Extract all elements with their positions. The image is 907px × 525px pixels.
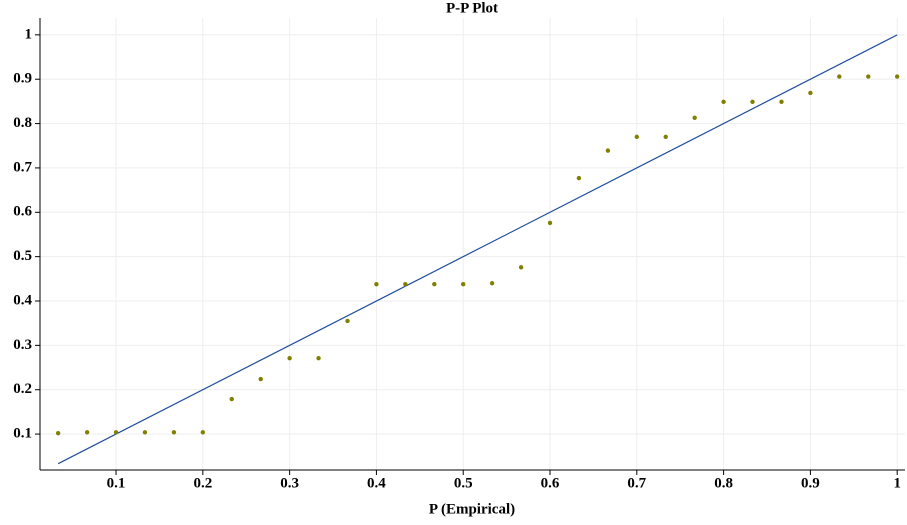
chart-title: P-P Plot: [446, 0, 498, 16]
x-tick-label: 0.5: [454, 475, 473, 491]
data-point: [750, 99, 755, 105]
data-point: [258, 376, 263, 382]
data-point: [837, 74, 842, 79]
data-point: [721, 99, 726, 105]
x-tick-label: 0.7: [627, 475, 646, 491]
y-tick-label: 0.3: [13, 337, 32, 353]
data-point: [171, 430, 177, 435]
y-tick-label: 0.5: [13, 248, 32, 264]
data-point: [84, 430, 90, 435]
data-point: [894, 74, 900, 79]
data-point: [692, 115, 697, 121]
data-point: [663, 134, 668, 140]
data-point: [345, 318, 350, 324]
data-point: [634, 134, 640, 140]
data-point: [547, 220, 553, 226]
data-point: [55, 430, 61, 436]
y-tick-label: 0.7: [13, 159, 32, 175]
data-point: [576, 175, 582, 181]
x-axis-label: P (Empirical): [429, 501, 515, 517]
y-tick-label: 1: [25, 26, 33, 42]
data-point: [432, 281, 437, 287]
data-point: [316, 356, 321, 361]
x-tick-label: 0.8: [714, 475, 733, 491]
y-tick-label: 0.1: [13, 426, 32, 442]
data-point: [461, 281, 466, 287]
x-tick-label: 0.6: [541, 475, 560, 491]
data-point: [142, 430, 148, 435]
data-point: [287, 356, 292, 361]
reference-line: [57, 34, 898, 465]
data-point: [518, 265, 524, 270]
data-point: [605, 148, 611, 153]
data-point: [779, 99, 784, 105]
x-tick-label: 0.9: [801, 475, 820, 491]
x-tick-label: 0.1: [107, 475, 126, 491]
y-tick-label: 0.2: [13, 381, 32, 397]
x-tick-label: 0.3: [280, 475, 299, 491]
y-tick-label: 0.6: [13, 204, 32, 220]
data-point: [403, 281, 408, 287]
x-tick-label: 1: [893, 475, 901, 491]
y-tick-label: 0.9: [13, 71, 32, 87]
data-point: [489, 281, 495, 286]
data-point: [866, 74, 871, 79]
y-tick-label: 0.8: [13, 115, 32, 131]
data-point: [374, 281, 379, 287]
y-tick-label: 0.4: [13, 292, 32, 308]
data-point: [113, 430, 119, 435]
data-point: [808, 90, 813, 96]
data-point: [200, 430, 206, 435]
data-point: [229, 396, 234, 402]
x-tick-label: 0.2: [193, 475, 212, 491]
x-tick-label: 0.4: [367, 475, 386, 491]
